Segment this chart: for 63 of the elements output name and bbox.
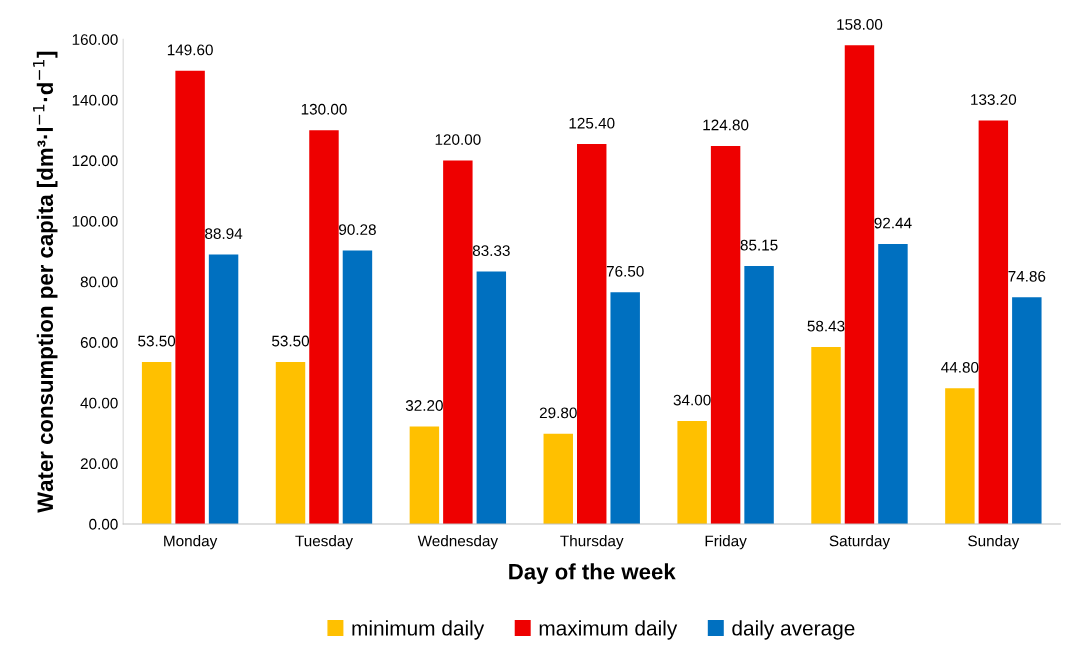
bar bbox=[677, 421, 707, 524]
x-tick-label: Sunday bbox=[968, 535, 1020, 550]
data-label: 158.00 bbox=[837, 19, 883, 30]
x-tick-label: Friday bbox=[705, 535, 747, 550]
data-label: 83.33 bbox=[472, 245, 510, 257]
data-label: 76.50 bbox=[606, 265, 644, 277]
data-label: 34.00 bbox=[673, 394, 711, 406]
bar bbox=[409, 426, 440, 524]
legend-label: minimum daily bbox=[352, 620, 485, 640]
data-label: 29.80 bbox=[539, 407, 577, 419]
x-tick-label: Monday bbox=[164, 535, 218, 550]
y-tick-label: 140.00 bbox=[72, 94, 118, 106]
y-axis-title: Water consumption per capita [dm³·l$^{−1}$·d$^{−1}$] bbox=[33, 51, 58, 513]
data-label: 32.20 bbox=[405, 400, 443, 411]
y-tick-label: 80.00 bbox=[80, 276, 118, 288]
data-label: 120.00 bbox=[435, 134, 481, 145]
bar bbox=[1012, 297, 1042, 524]
data-label: 133.20 bbox=[971, 94, 1017, 105]
data-label: 149.60 bbox=[167, 44, 213, 56]
data-label: 92.44 bbox=[874, 217, 912, 229]
bar bbox=[844, 45, 875, 524]
bar bbox=[577, 144, 607, 524]
y-tick-label: 0.00 bbox=[89, 518, 118, 530]
bar bbox=[175, 70, 205, 524]
x-tick-label: Saturday bbox=[829, 535, 891, 550]
bar bbox=[141, 361, 172, 524]
bar bbox=[945, 388, 975, 524]
y-tick-label: 160.00 bbox=[72, 34, 118, 45]
bar bbox=[744, 266, 774, 524]
data-label: 58.43 bbox=[807, 320, 845, 332]
bar bbox=[208, 254, 239, 524]
data-label: 53.50 bbox=[272, 335, 310, 347]
y-tick-label: 20.00 bbox=[80, 458, 118, 470]
y-tick-label: 40.00 bbox=[80, 397, 118, 409]
data-label: 74.86 bbox=[1008, 270, 1046, 282]
bar bbox=[978, 120, 1009, 524]
y-tick-label: 100.00 bbox=[72, 215, 118, 227]
bar bbox=[342, 250, 373, 524]
x-tick-label: Wednesday bbox=[417, 535, 499, 550]
data-label: 44.80 bbox=[941, 361, 979, 373]
bar bbox=[878, 243, 908, 524]
data-label: 125.40 bbox=[569, 117, 615, 129]
x-axis-title: Day of the week bbox=[509, 563, 676, 584]
data-label: 53.50 bbox=[138, 335, 176, 347]
legend-label: daily average bbox=[732, 620, 855, 640]
x-tick-label: Thursday bbox=[560, 535, 624, 550]
data-label: 88.94 bbox=[205, 228, 243, 240]
bar bbox=[710, 145, 741, 524]
bar bbox=[443, 160, 473, 524]
bar bbox=[476, 271, 507, 524]
y-tick-label: 120.00 bbox=[72, 155, 118, 167]
bar bbox=[309, 130, 339, 524]
data-label: 85.15 bbox=[740, 239, 778, 251]
bar bbox=[543, 433, 573, 524]
y-tick-label: 60.00 bbox=[80, 337, 118, 348]
x-tick-label: Tuesday bbox=[295, 535, 353, 550]
data-label: 90.28 bbox=[339, 224, 376, 235]
legend-label: maximum daily bbox=[539, 620, 678, 640]
bar bbox=[811, 346, 841, 524]
data-label: 130.00 bbox=[301, 103, 347, 115]
bar bbox=[275, 361, 306, 524]
data-label: 124.80 bbox=[703, 119, 749, 131]
bar bbox=[610, 292, 640, 524]
